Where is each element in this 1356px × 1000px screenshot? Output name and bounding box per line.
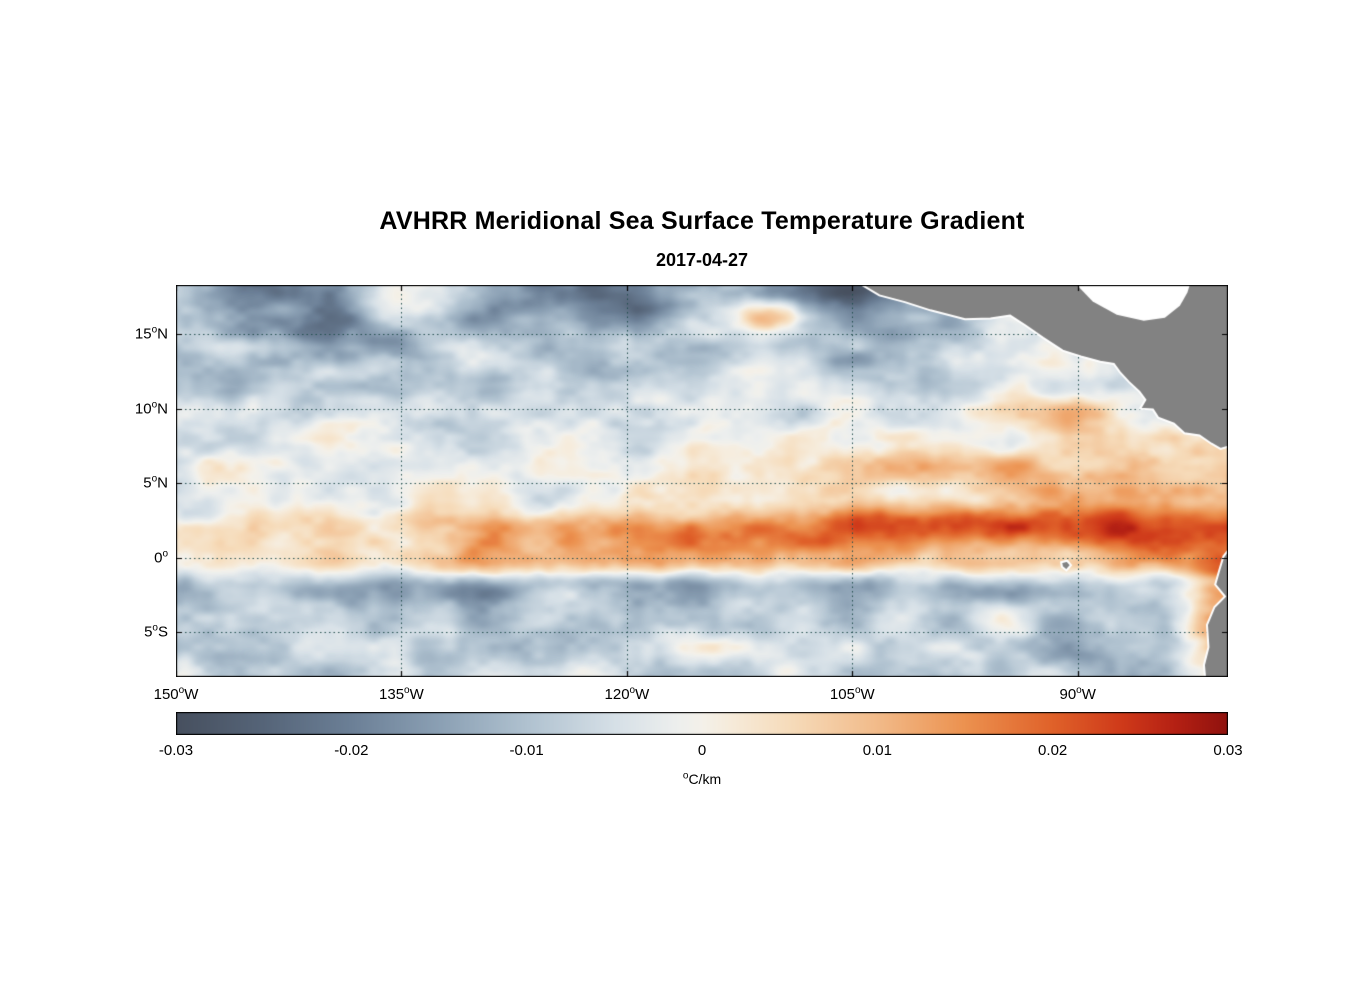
colorbar-area: oC/km -0.03 -0.02 -0.01 0 0.01 0.02 0.03 — [159, 712, 1243, 787]
colorbar-tick-label: -0.01 — [509, 742, 544, 759]
colorbar-tick-label: 0.02 — [1038, 742, 1068, 759]
degree-symbol: o — [151, 473, 158, 485]
y-tick-label: 5oN — [143, 473, 168, 492]
x-tick-label: 105oW — [829, 685, 875, 704]
degree-symbol: o — [178, 685, 185, 696]
y-tick-label: 10oN — [134, 399, 168, 418]
colorbar — [176, 712, 1228, 735]
y-tick-label: 0o — [154, 548, 168, 567]
degree-symbol: o — [854, 685, 861, 696]
colorbar-unit-text: C/km — [688, 771, 722, 787]
degree-symbol: o — [682, 770, 689, 782]
x-tick-label: 90oW — [1059, 685, 1096, 704]
degree-symbol: o — [151, 399, 158, 411]
sst-gradient-heatmap — [176, 285, 1228, 677]
figure-date: 2017-04-27 — [655, 250, 749, 270]
y-tick-label: 15oN — [134, 324, 168, 343]
x-tick-label: 150oW — [153, 685, 199, 704]
x-tick-label: 120oW — [604, 685, 650, 704]
figure-title: AVHRR Meridional Sea Surface Temperature… — [379, 207, 1025, 235]
degree-symbol: o — [404, 685, 410, 696]
x-tick-label: 135oW — [379, 685, 424, 704]
map-plot-area: 15oN 10oN 5oN 0o 5oS 150oW 135oW 120oW 105oW 90oW — [135, 285, 1228, 703]
colorbar-tick-label: 0.01 — [862, 742, 892, 759]
colorbar-tick-label: -0.02 — [334, 742, 369, 759]
colorbar-tick-label: 0 — [697, 742, 707, 759]
degree-symbol: o — [1076, 685, 1082, 696]
degree-symbol: o — [152, 622, 158, 634]
degree-symbol: o — [162, 548, 168, 560]
colorbar-tick-label: -0.03 — [158, 742, 194, 759]
colorbar-unit-label: oC/km — [683, 771, 721, 787]
colorbar-tick-label: 0.03 — [1213, 742, 1243, 759]
degree-symbol: o — [629, 685, 636, 696]
y-tick-label: 5oS — [144, 622, 168, 641]
degree-symbol: o — [151, 324, 158, 336]
